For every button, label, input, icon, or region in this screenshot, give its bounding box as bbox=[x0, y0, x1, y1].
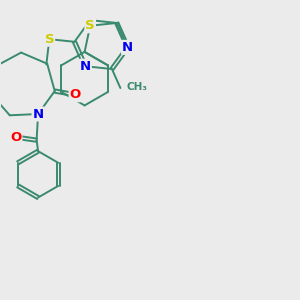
Text: N: N bbox=[80, 60, 91, 73]
Text: S: S bbox=[44, 33, 54, 46]
Text: S: S bbox=[85, 19, 95, 32]
Text: N: N bbox=[122, 41, 133, 54]
Text: O: O bbox=[10, 131, 21, 144]
Text: N: N bbox=[32, 107, 44, 121]
Text: CH₃: CH₃ bbox=[127, 82, 148, 92]
Text: O: O bbox=[70, 88, 81, 101]
